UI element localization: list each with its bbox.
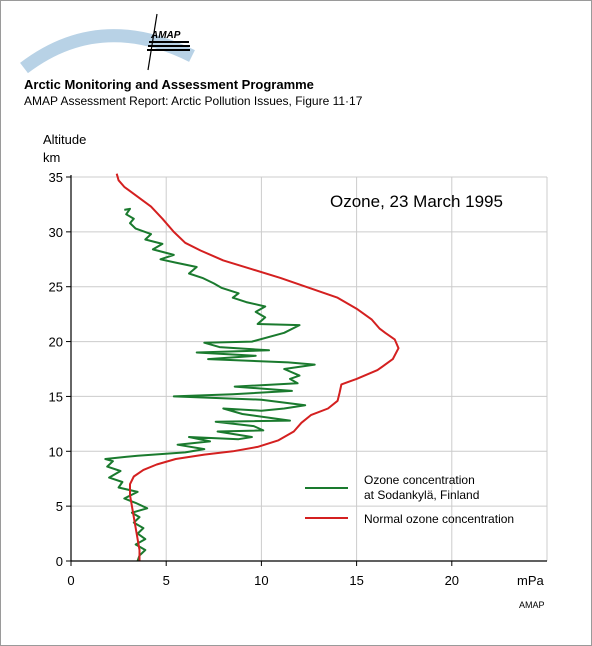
organization-name: Arctic Monitoring and Assessment Program… [24,77,314,92]
legend-label-ozone-line2: at Sodankylä, Finland [364,488,479,502]
y-tick-label: 25 [49,280,63,295]
y-tick-label: 30 [49,225,63,240]
normal-ozone-line [115,173,400,561]
source-credit: AMAP [519,600,545,610]
legend-label-ozone-line1: Ozone concentration [364,473,475,487]
y-axis-label-line1: Altitude [43,132,86,147]
y-tick-label: 10 [49,444,63,459]
x-tick-label: 15 [349,573,363,588]
y-tick-label: 20 [49,335,63,350]
y-tick-label: 15 [49,389,63,404]
x-tick-label: 0 [67,573,74,588]
y-tick-label: 35 [49,170,63,185]
x-tick-label: 10 [254,573,268,588]
x-tick-label: 5 [163,573,170,588]
logo-stripe [148,45,190,47]
series-layer [104,173,400,562]
logo-text: AMAP [150,30,181,41]
x-tick-label: 20 [445,573,459,588]
y-tick-label: 0 [56,554,63,569]
axes: 0 5 10 15 20 25 30 35 0 5 10 15 20 [49,170,547,588]
x-axis-label: mPa [517,573,545,588]
ozone-sodankyla-line [104,207,316,562]
y-axis-label-line2: km [43,150,60,165]
legend-label-normal: Normal ozone concentration [364,512,514,526]
chart-title: Ozone, 23 March 1995 [330,192,503,211]
report-caption: AMAP Assessment Report: Arctic Pollution… [24,94,363,108]
legend: Ozone concentration at Sodankylä, Finlan… [305,473,514,526]
amap-logo: AMAP [20,13,195,74]
grid [70,176,548,562]
logo-stripe [147,49,190,51]
y-tick-label: 5 [56,499,63,514]
logo-stripe [149,41,189,43]
